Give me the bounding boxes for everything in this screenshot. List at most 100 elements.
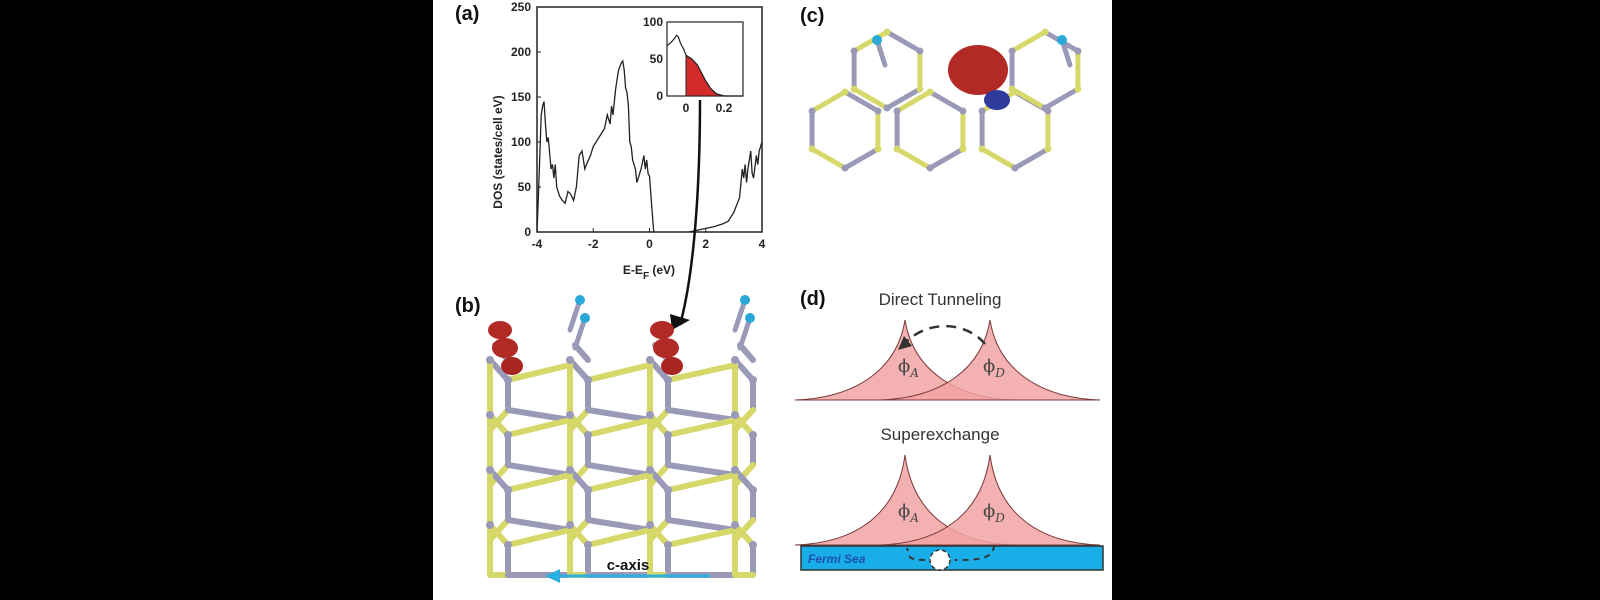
orbital-lobe [501,357,523,375]
x-tick-label: 0 [646,237,653,251]
atom [745,313,755,323]
atom [664,376,672,384]
orbital-lobe [492,338,518,358]
atom [893,107,901,115]
atom [1057,35,1067,45]
bond [1009,86,1048,111]
x-tick-label: -2 [588,237,599,251]
atom [504,431,512,439]
x-tick-label: 4 [759,237,766,251]
bond [927,89,966,114]
bond [585,472,653,493]
atom [850,85,858,93]
bond [851,86,890,111]
atom [486,356,494,364]
bond [665,362,738,383]
bond [585,417,653,438]
tunneling-path [902,324,986,346]
atom [664,486,672,494]
tunneling-arrowhead-icon [898,336,912,350]
atom [740,295,750,305]
inset-line [666,34,743,97]
atom [486,521,494,529]
atom [646,466,654,474]
direct-tunneling-title: Direct Tunneling [879,290,1002,309]
atom [926,88,934,96]
atom [1041,28,1049,36]
inset-chart: 0 0.2 0 50 100 [643,15,744,115]
atom [1074,47,1082,55]
bond [732,297,748,333]
atom [504,486,512,494]
bond [665,462,738,478]
atom [978,145,986,153]
fermi-sea-label: Fermi Sea [808,552,866,566]
atom [584,541,592,549]
orbital-lobe [650,321,674,339]
y-tick-label: 150 [511,90,531,104]
bond [851,29,890,54]
link-arrow [678,99,702,326]
inset-x-tick-label: 0.2 [716,101,733,115]
bond [505,362,573,383]
bond [809,89,848,114]
atom [883,28,891,36]
donor-peak [879,319,1101,401]
atom [504,541,512,549]
atom [584,376,592,384]
atom [959,107,967,115]
orbital-lobe [488,321,512,339]
bond [842,89,881,114]
atom [486,466,494,474]
atom [566,466,574,474]
wavefunction-peaks: ϕA ϕD ϕA ϕD [794,319,1101,546]
bond [665,527,738,548]
atom [584,486,592,494]
atom [850,47,858,55]
superexchange-path [906,544,995,561]
bond [894,89,933,114]
orbital-lobe-red [948,45,1008,95]
c-axis-label: c-axis [607,557,650,574]
bond [505,517,573,533]
orbital-lobe [653,338,679,358]
y-tick-label: 200 [511,45,531,59]
atom [749,431,757,439]
atom [749,376,757,384]
atom [731,466,739,474]
y-tick-label: 250 [511,0,531,14]
panel-label-c: (c) [800,5,824,27]
bond [585,462,653,478]
phi-a-label: ϕA [898,501,919,525]
atom [1041,104,1049,112]
bond [1042,86,1081,111]
phi-a-label: ϕA [898,356,919,380]
crystal-structure-top-view [808,28,1082,172]
bond [572,315,588,351]
atom [1008,47,1016,55]
atom [872,35,882,45]
inset-y-tick-label: 0 [656,89,663,103]
atom [874,107,882,115]
atom [1008,85,1016,93]
atom [893,145,901,153]
atom [841,88,849,96]
bond [1012,146,1051,171]
inset-x-tick-label: 0 [683,101,690,115]
atom [584,431,592,439]
bond [505,472,573,493]
atom [883,104,891,112]
atom [566,411,574,419]
y-tick-label: 100 [511,135,531,149]
link-arrowhead-icon [670,314,690,330]
bond [884,29,923,54]
atom [749,486,757,494]
bond [809,146,848,171]
atom [580,313,590,323]
fermi-sea [800,545,1104,571]
atom [731,521,739,529]
atom [646,521,654,529]
atom [731,356,739,364]
inset-y-tick-label: 100 [643,15,663,29]
